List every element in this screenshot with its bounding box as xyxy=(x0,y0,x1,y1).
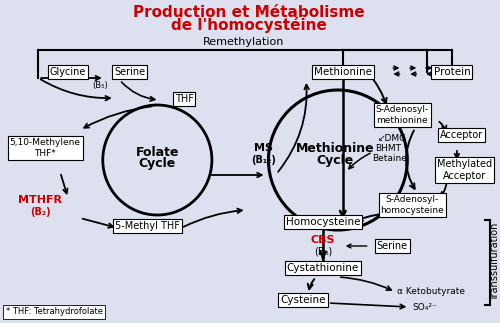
Text: 5-Methyl THF: 5-Methyl THF xyxy=(115,221,180,231)
Text: Transsulfuration: Transsulfuration xyxy=(490,223,500,301)
Text: Remethylation: Remethylation xyxy=(203,37,284,47)
Text: ↙DMG: ↙DMG xyxy=(378,133,406,142)
Text: (B₆): (B₆) xyxy=(314,247,332,257)
Text: SO₄²⁻: SO₄²⁻ xyxy=(412,303,437,311)
Text: Cycle: Cycle xyxy=(138,157,176,170)
Text: Protein: Protein xyxy=(434,67,470,77)
Text: Cystathionine: Cystathionine xyxy=(287,263,359,273)
Text: Cysteine: Cysteine xyxy=(280,295,326,305)
Text: Cycle: Cycle xyxy=(316,153,354,166)
Text: S-Adenosyl-
homocysteine: S-Adenosyl- homocysteine xyxy=(380,195,444,215)
Text: α Ketobutyrate: α Ketobutyrate xyxy=(398,287,466,297)
Text: S-Adenosyl-
methionine: S-Adenosyl- methionine xyxy=(376,105,429,125)
Text: Methylated
Acceptor: Methylated Acceptor xyxy=(437,159,492,181)
Text: Homocysteine: Homocysteine xyxy=(286,217,360,227)
Text: Acceptor: Acceptor xyxy=(440,130,484,140)
Text: de l'homocystéine: de l'homocystéine xyxy=(170,17,326,33)
Text: BHMT: BHMT xyxy=(376,143,402,152)
Text: Folate: Folate xyxy=(136,145,179,159)
Text: Glycine: Glycine xyxy=(50,67,86,77)
Text: Methionine: Methionine xyxy=(314,67,372,77)
Text: Production et Métabolisme: Production et Métabolisme xyxy=(133,5,364,19)
Text: MTHFR: MTHFR xyxy=(18,195,62,205)
Text: (B₁₂): (B₁₂) xyxy=(251,155,276,165)
Text: Serine: Serine xyxy=(377,241,408,251)
Text: (B₂): (B₂) xyxy=(30,207,50,217)
Text: * THF: Tetrahydrofolate: * THF: Tetrahydrofolate xyxy=(6,307,102,317)
Text: Serine: Serine xyxy=(114,67,145,77)
Text: Betaine: Betaine xyxy=(372,153,408,162)
Text: 5,10-Methylene
THF*: 5,10-Methylene THF* xyxy=(10,138,81,158)
Text: (B₅): (B₅) xyxy=(92,80,108,89)
Text: CBS: CBS xyxy=(310,235,335,245)
Text: MS: MS xyxy=(254,143,273,153)
Text: Methionine: Methionine xyxy=(296,141,374,154)
Text: THF: THF xyxy=(174,94,194,104)
